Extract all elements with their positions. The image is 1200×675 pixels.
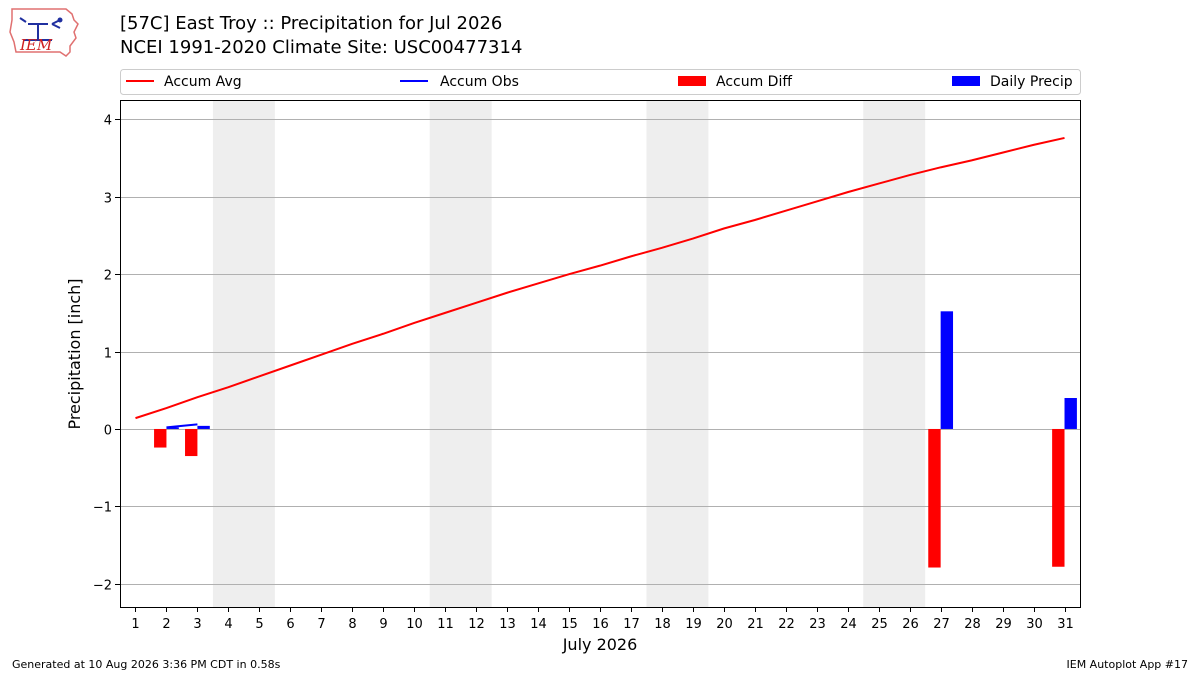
anemometer-cup-icon xyxy=(57,17,63,23)
iem-logo: IEM xyxy=(9,8,79,57)
x-tick-label-9: 9 xyxy=(379,617,387,632)
accum-diff-bar-day-31 xyxy=(1052,428,1065,567)
x-tick-label-2: 2 xyxy=(162,617,170,632)
bar-marks xyxy=(154,311,1077,568)
legend-swatch-daily-precip xyxy=(952,76,980,86)
daily-precip-bar-day-31 xyxy=(1064,398,1077,429)
daily-precip-bar-day-3 xyxy=(197,425,210,429)
y-tick-label-6: 4 xyxy=(104,114,112,129)
x-tick-label-21: 21 xyxy=(747,617,764,632)
x-tick-label-18: 18 xyxy=(654,617,671,632)
y-axis-label: Precipitation [inch] xyxy=(65,278,84,429)
y-tick-label-3: 1 xyxy=(104,347,112,362)
logo-text: IEM xyxy=(19,36,53,54)
footer-app-id: IEM Autoplot App #17 xyxy=(1066,658,1189,671)
weekend-band-2 xyxy=(429,100,492,607)
weekend-band-1 xyxy=(212,100,275,607)
y-axis-ticks: −2 −1 0 1 2 3 4 xyxy=(93,114,120,594)
accum-diff-bar-day-27 xyxy=(928,428,941,568)
y-tick-label-5: 3 xyxy=(104,192,112,207)
x-tick-label-7: 7 xyxy=(317,617,325,632)
x-tick-label-1: 1 xyxy=(131,617,139,632)
x-tick-label-25: 25 xyxy=(871,617,888,632)
legend-frame xyxy=(120,69,1081,95)
accum-diff-bar-day-3 xyxy=(185,428,198,457)
x-tick-label-15: 15 xyxy=(561,617,578,632)
x-tick-label-5: 5 xyxy=(255,617,263,632)
x-tick-label-16: 16 xyxy=(592,617,609,632)
legend-label-daily-precip: Daily Precip xyxy=(990,74,1073,90)
x-tick-label-30: 30 xyxy=(1026,617,1043,632)
x-axis-label: July 2026 xyxy=(562,635,638,654)
x-tick-label-17: 17 xyxy=(623,617,640,632)
x-tick-label-12: 12 xyxy=(468,617,485,632)
line-marks xyxy=(135,136,1065,429)
chart-title: [57C] East Troy :: Precipitation for Jul… xyxy=(120,13,503,34)
x-tick-label-4: 4 xyxy=(224,617,232,632)
daily-precip-bar-day-27 xyxy=(940,311,954,429)
x-tick-label-14: 14 xyxy=(530,617,547,632)
x-tick-label-6: 6 xyxy=(286,617,294,632)
y-tick-label-4: 2 xyxy=(104,269,112,284)
x-tick-label-20: 20 xyxy=(716,617,733,632)
x-tick-label-23: 23 xyxy=(809,617,826,632)
x-tick-label-22: 22 xyxy=(778,617,795,632)
x-tick-label-11: 11 xyxy=(437,617,454,632)
x-tick-label-10: 10 xyxy=(406,617,423,632)
iowa-state-outline xyxy=(9,8,79,57)
weekend-shading xyxy=(212,100,926,607)
x-tick-label-24: 24 xyxy=(840,617,857,632)
weather-station-icon xyxy=(19,17,61,41)
legend-label-accum-diff: Accum Diff xyxy=(716,74,792,90)
accum-obs-line xyxy=(166,423,198,429)
y-tick-label-2: 0 xyxy=(104,424,112,439)
legend-label-accum-avg: Accum Avg xyxy=(164,74,242,90)
legend-swatch-accum-diff xyxy=(678,76,706,86)
accum-avg-line xyxy=(135,136,1065,420)
legend-label-accum-obs: Accum Obs xyxy=(440,74,519,90)
y-tick-label-0: −2 xyxy=(93,579,112,594)
weekend-band-3 xyxy=(646,100,709,607)
x-tick-label-19: 19 xyxy=(685,617,702,632)
accum-diff-bar-day-2 xyxy=(154,428,167,448)
grid-lines xyxy=(120,119,1080,585)
x-tick-label-29: 29 xyxy=(995,617,1012,632)
chart-subtitle: NCEI 1991-2020 Climate Site: USC00477314 xyxy=(120,37,523,58)
weekend-band-4 xyxy=(863,100,926,607)
x-axis-ticks: 1 2 3 4 5 6 7 8 9 10 11 12 13 14 15 16 17 18 19 20 21 22 23 24 2… xyxy=(131,607,1074,632)
x-tick-label-28: 28 xyxy=(964,617,981,632)
x-tick-label-13: 13 xyxy=(499,617,516,632)
x-tick-label-26: 26 xyxy=(902,617,919,632)
footer-generated-info: Generated at 10 Aug 2026 3:36 PM CDT in … xyxy=(12,658,281,671)
daily-precip-bar-day-2 xyxy=(166,427,179,429)
legend: Accum Avg Accum Obs Accum Diff Daily Pre… xyxy=(120,69,1081,95)
x-tick-label-3: 3 xyxy=(193,617,201,632)
x-tick-label-8: 8 xyxy=(348,617,356,632)
x-tick-label-27: 27 xyxy=(933,617,950,632)
y-tick-label-1: −1 xyxy=(93,501,112,516)
x-tick-label-31: 31 xyxy=(1057,617,1074,632)
